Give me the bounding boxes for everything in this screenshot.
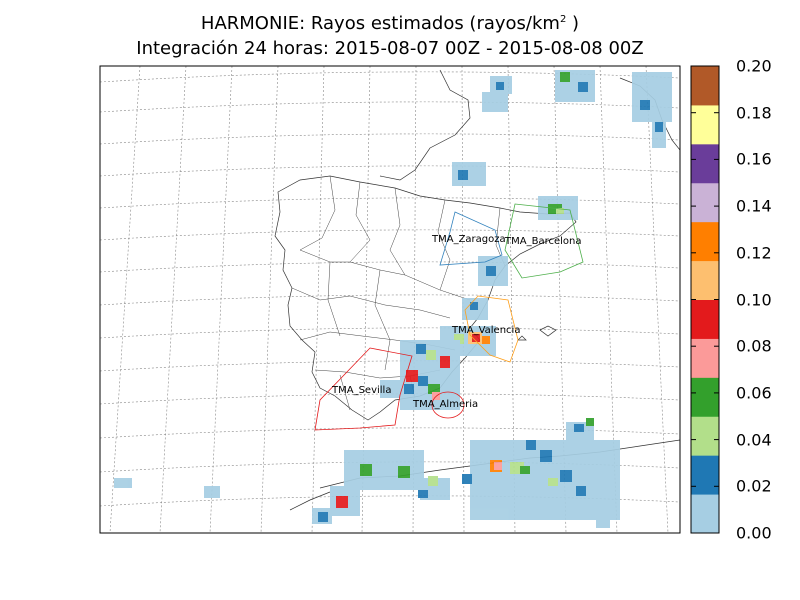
colorbar-segment xyxy=(691,182,719,223)
colorbar-segment xyxy=(691,260,719,300)
colorbar-tick-label: 0.02 xyxy=(736,476,772,496)
tma-valencia-label: TMA_Valencia xyxy=(451,325,520,336)
tma-zones xyxy=(314,203,584,431)
map-title-line1: HARMONIE: Rayos estimados (rayos/km2 ) xyxy=(200,13,580,34)
colorbar-tick-label: 0.14 xyxy=(736,196,772,216)
colorbar-segment xyxy=(691,221,719,262)
colorbar-tick-label: 0.00 xyxy=(736,523,772,543)
tma-barcelona-outline xyxy=(504,203,584,279)
colorbar-tick-label: 0.16 xyxy=(736,149,772,169)
colorbar-segment xyxy=(691,299,719,339)
colorbar xyxy=(690,65,720,534)
province-boundaries xyxy=(291,175,506,411)
map-panel: TMA_Zaragoza TMA_Barcelona TMA_Valencia … xyxy=(99,65,681,534)
tma-zaragoza-label: TMA_Zaragoza xyxy=(431,234,506,245)
colorbar-tick-label: 0.04 xyxy=(736,430,772,450)
colorbar-tick-label: 0.12 xyxy=(736,243,772,263)
colorbar-segment xyxy=(691,377,719,417)
colorbar-tick-label: 0.10 xyxy=(736,290,772,309)
tma-almeria-label: TMA_Almeria xyxy=(412,399,478,410)
map-title-line2: Integración 24 horas: 2015-08-07 00Z - 2… xyxy=(136,38,644,59)
colorbar-tick-label: 0.18 xyxy=(736,103,772,123)
lightning-density-field xyxy=(114,70,672,528)
tma-barcelona-label: TMA_Barcelona xyxy=(504,236,581,247)
tma-valencia-outline xyxy=(464,295,519,363)
colorbar-segment xyxy=(691,455,719,495)
colorbar-tick-label: 0.06 xyxy=(736,383,772,403)
colorbar-segment xyxy=(691,143,719,184)
colorbar-tick-label: 0.20 xyxy=(736,56,772,76)
title-superscript: 2 xyxy=(559,14,567,25)
colorbar-segment xyxy=(691,66,719,106)
colorbar-segment xyxy=(691,104,719,145)
colorbar-segment xyxy=(691,416,719,456)
tma-sevilla-label: TMA_Sevilla xyxy=(331,385,391,396)
colorbar-tick-label: 0.08 xyxy=(736,336,772,356)
tma-zaragoza-outline xyxy=(439,211,503,266)
tma-almeria-outline xyxy=(431,391,465,419)
colorbar-segment xyxy=(691,494,719,534)
tma-sevilla-outline xyxy=(314,347,413,431)
colorbar-segment xyxy=(691,338,719,378)
